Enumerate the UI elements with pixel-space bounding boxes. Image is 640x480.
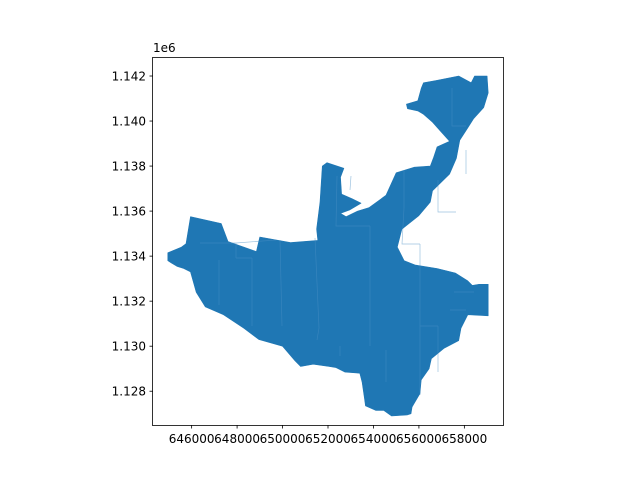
region-internal-boundaries: [200, 88, 474, 395]
y-tick-label: 1.134: [112, 250, 146, 264]
x-tick-label: 652000: [305, 432, 351, 446]
y-tick-label: 1.142: [112, 70, 146, 84]
region-polygon: [167, 75, 489, 417]
x-tick-label: 658000: [441, 432, 487, 446]
x-axis: 646000 648000 650000 652000 654000 656000 6580…: [169, 425, 487, 446]
y-tick-label: 1.136: [112, 205, 146, 219]
x-tick-label: 656000: [396, 432, 442, 446]
plot-area: [167, 75, 489, 417]
x-tick-label: 654000: [351, 432, 397, 446]
y-axis: 1.128 1.130 1.132 1.134 1.136 1.138 1.140 1.142: [112, 70, 153, 399]
y-tick-label: 1.138: [112, 160, 146, 174]
y-tick-label: 1.132: [112, 295, 146, 309]
x-tick-label: 646000: [169, 432, 215, 446]
y-tick-label: 1.130: [112, 340, 146, 354]
x-tick-label: 650000: [260, 432, 306, 446]
y-offset-text: 1e6: [153, 41, 176, 55]
x-tick-label: 648000: [214, 432, 260, 446]
y-tick-label: 1.140: [112, 115, 146, 129]
y-tick-label: 1.128: [112, 385, 146, 399]
